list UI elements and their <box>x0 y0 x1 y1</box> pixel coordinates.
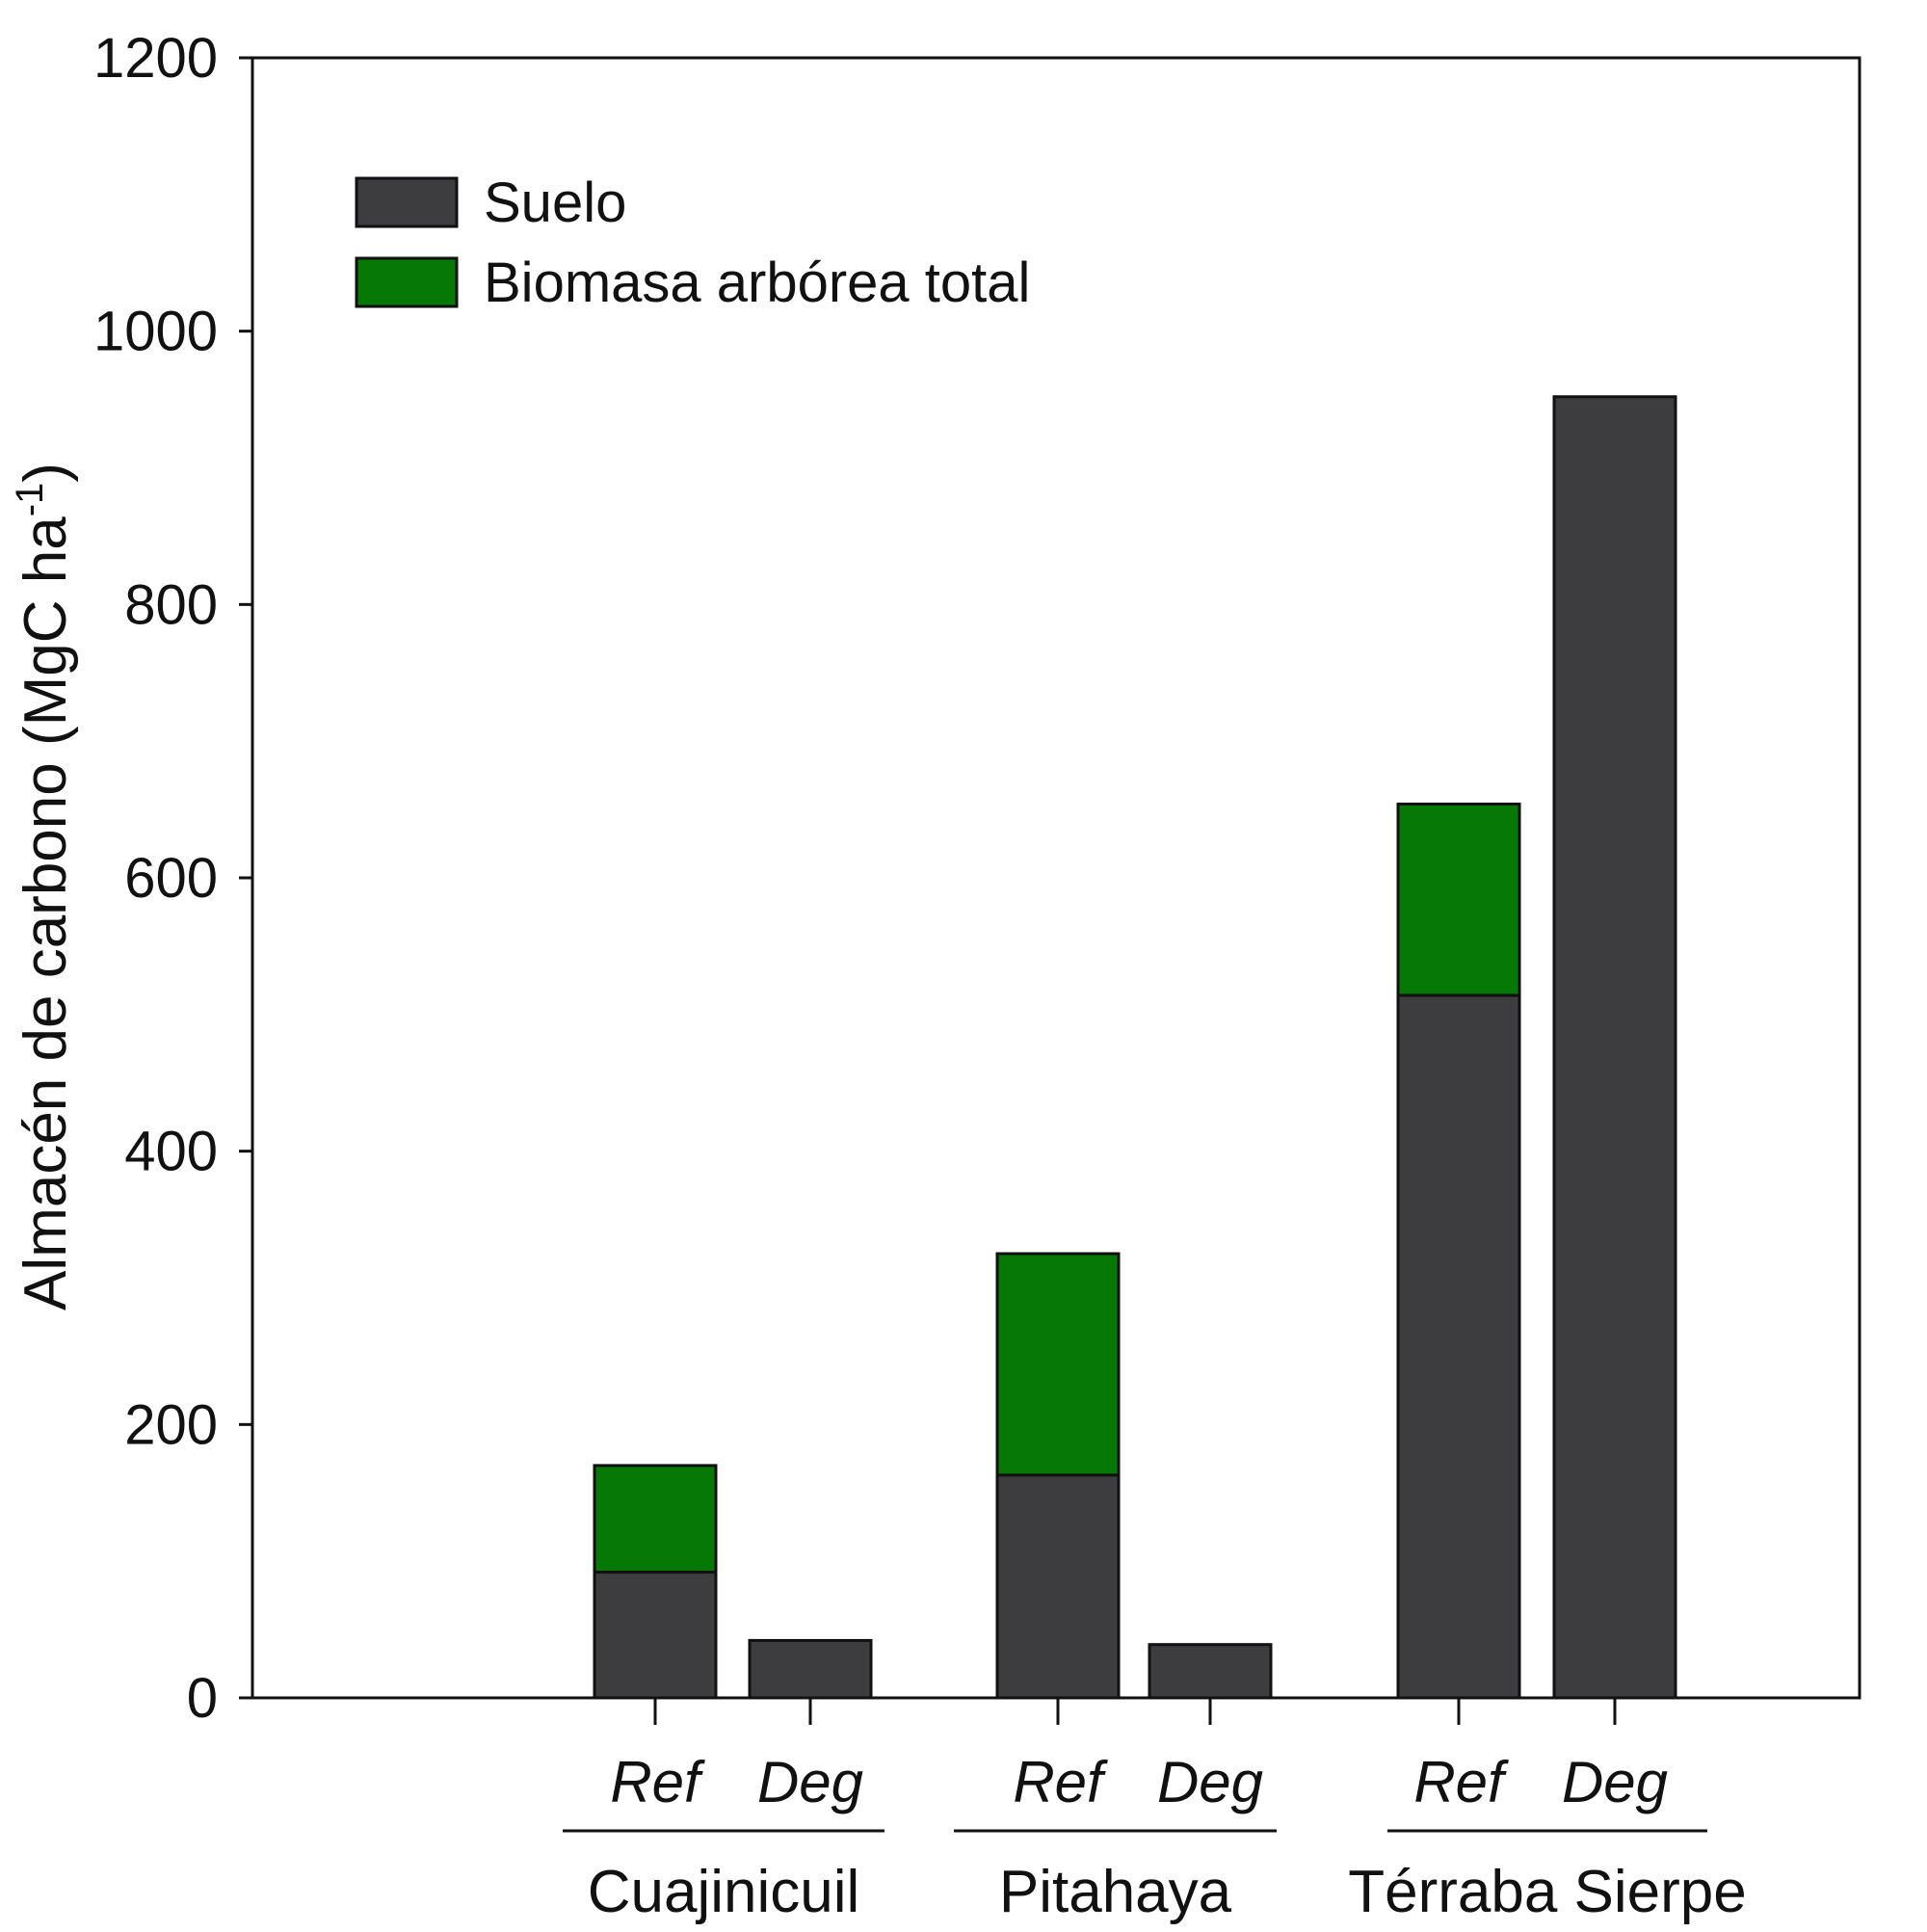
y-tick-label: 1000 <box>93 301 218 363</box>
y-axis-label-suffix: ) <box>13 463 79 483</box>
x-category-label: Deg <box>1562 1750 1668 1814</box>
y-tick-label: 1200 <box>93 27 218 90</box>
bar-biomasa-4 <box>1396 802 1521 997</box>
bar-suelo-3 <box>1148 1643 1273 1700</box>
y-axis-label: Almacén de carbono (MgC ha-1) <box>9 463 79 1310</box>
x-category-label: Deg <box>757 1750 863 1814</box>
y-tick-label: 800 <box>124 573 218 636</box>
bar-suelo-2 <box>995 1473 1121 1700</box>
group-label: Pitahaya <box>999 1859 1232 1925</box>
axes-layer: 0 200 400 600 800 1000 1200 Ref Deg Ref Deg Ref Deg C… <box>93 27 1861 1925</box>
bar-suelo-1 <box>748 1638 873 1700</box>
group-label: Térraba Sierpe <box>1348 1859 1747 1925</box>
legend-label: Suelo <box>484 172 626 234</box>
y-axis-label-main: Almacén de carbono (MgC ha <box>13 516 79 1310</box>
bars-layer <box>593 395 1677 1700</box>
bar-suelo-4 <box>1396 993 1521 1700</box>
bar-suelo-0 <box>593 1571 718 1700</box>
bar-biomasa-2 <box>995 1252 1121 1477</box>
legend: Suelo Biomasa arbórea total <box>355 172 1030 314</box>
y-tick-label: 600 <box>124 847 218 910</box>
y-tick-label: 400 <box>124 1121 218 1183</box>
bar-suelo-5 <box>1552 395 1677 1700</box>
x-category-label: Ref <box>1413 1750 1509 1814</box>
group-label: Cuajinicuil <box>588 1859 860 1925</box>
y-axis-label-superscript: -1 <box>9 483 51 517</box>
x-category-label: Deg <box>1157 1750 1263 1814</box>
x-category-label: Ref <box>1013 1750 1108 1814</box>
legend-label: Biomasa arbórea total <box>484 251 1030 314</box>
bar-biomasa-0 <box>593 1464 718 1575</box>
x-category-label: Ref <box>610 1750 705 1814</box>
y-tick-label: 0 <box>187 1667 218 1730</box>
legend-swatch <box>355 176 459 228</box>
y-tick-label: 200 <box>124 1393 218 1456</box>
legend-swatch <box>355 256 459 308</box>
